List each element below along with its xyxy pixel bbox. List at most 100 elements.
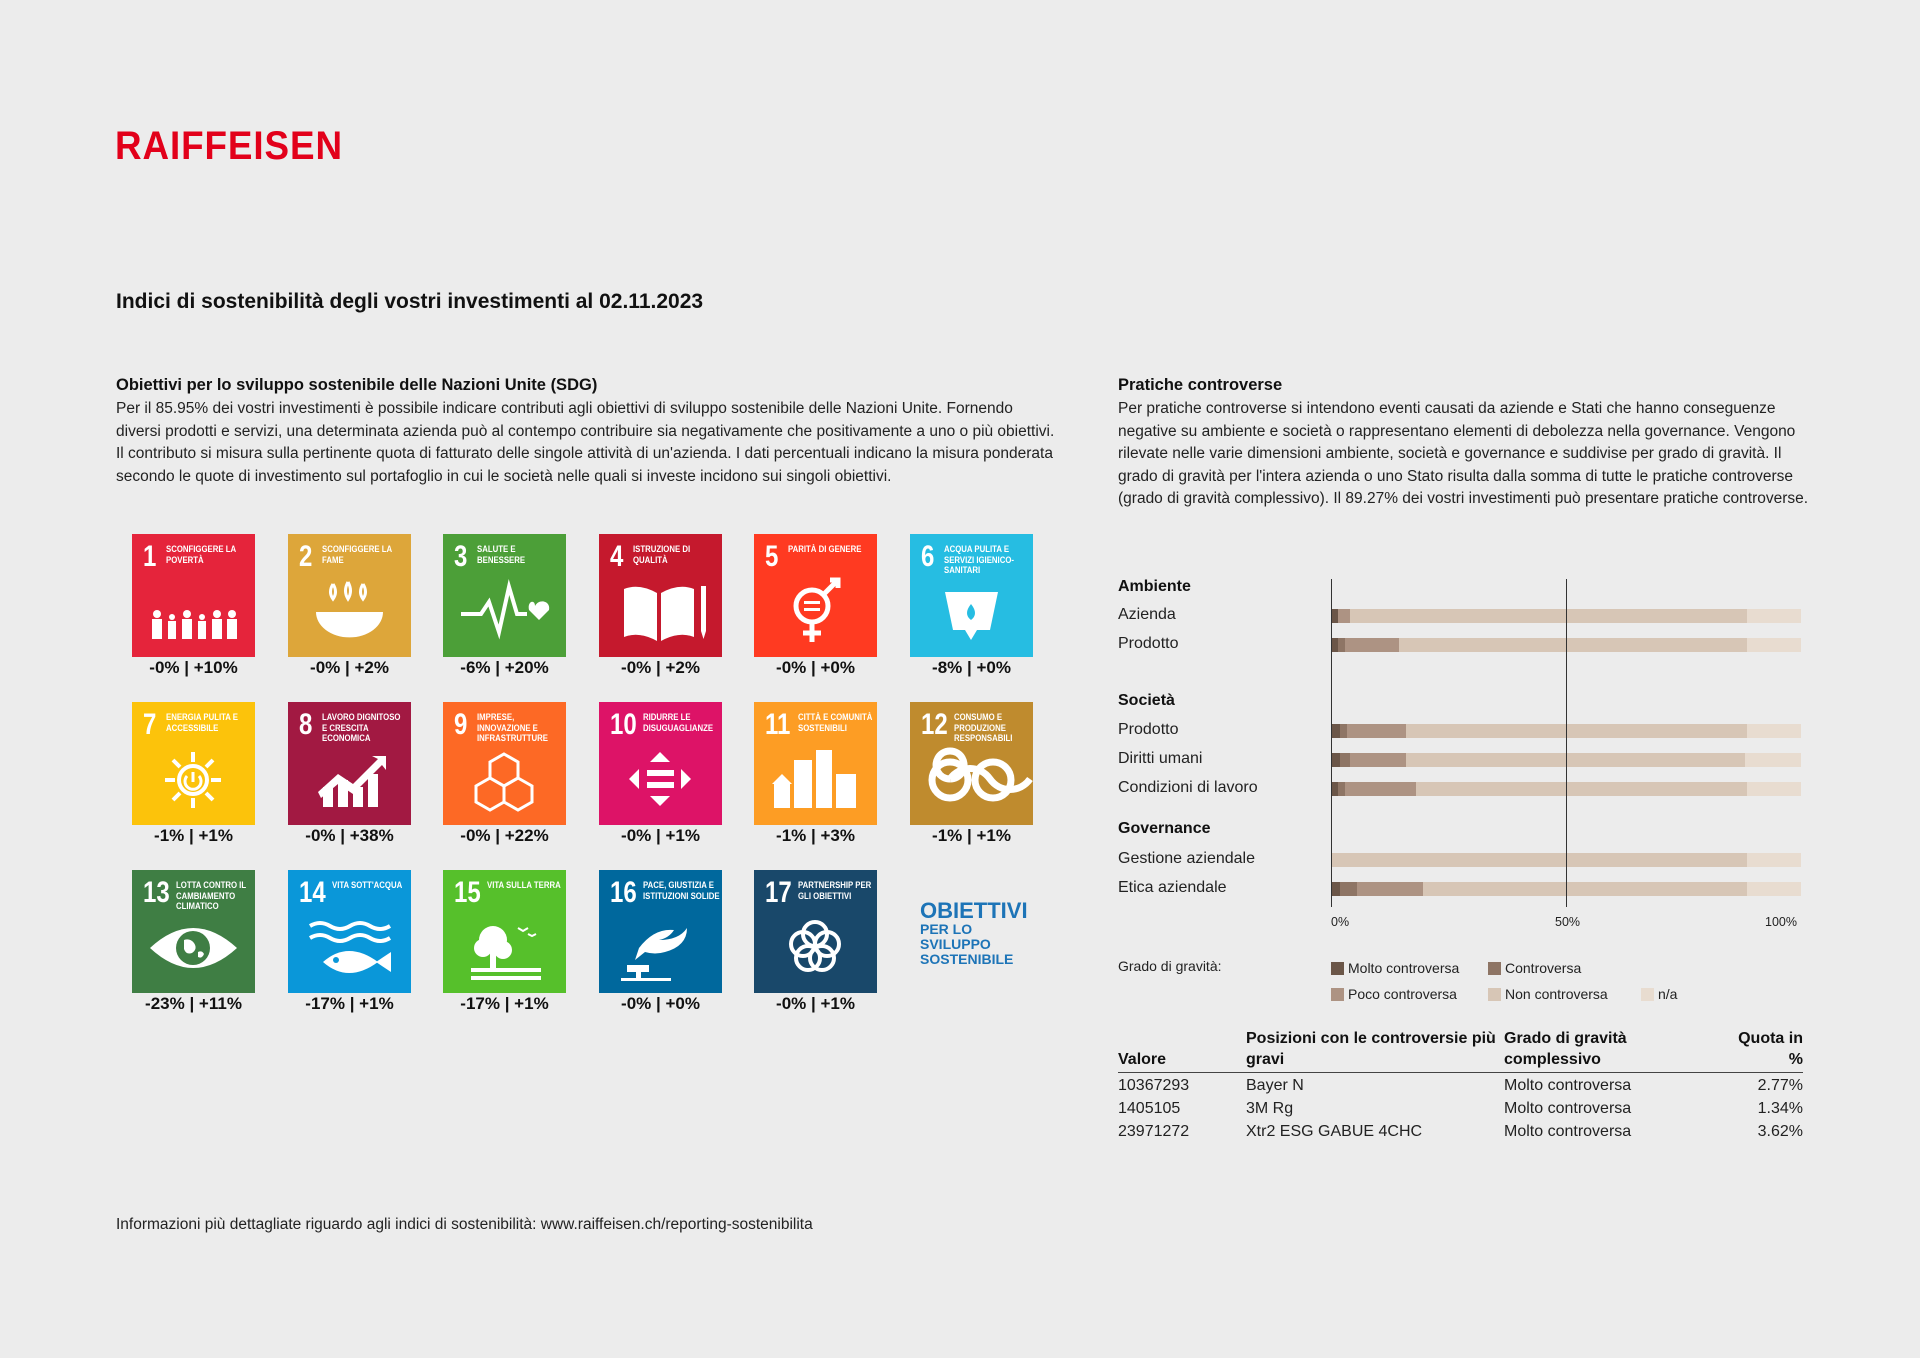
cell-quota: 1.34% [1757,1100,1803,1117]
dove-icon [621,928,687,981]
sdg-number: 15 [454,876,481,909]
chart-bar-segment [1340,724,1348,738]
rings-icon [789,920,841,972]
chart-bar-segment [1399,638,1747,652]
chart-bar [1331,609,1801,623]
sdg-tile-17: 17 Partnership per gli obiettivi [754,870,877,993]
sdg-logo-line1: OBIETTIVI [920,898,1028,923]
chart-legend-title: Grado di gravità: [1118,958,1222,974]
sdg-tile-15: 15 Vita sulla terra [443,870,566,993]
sdg-value-7: -1% | +1% [154,826,233,845]
chart-bar-segment [1338,609,1350,623]
sdg-label: Salute e benessere [477,544,526,566]
chart-row-label: Prodotto [1118,721,1179,738]
sdg-number: 12 [921,708,948,741]
sdg-label: Parità di genere [788,544,862,555]
chart-bar-segment [1331,753,1341,767]
sdg-number: 9 [454,708,468,741]
sdg-label: Imprese, innovazione e infrastrutture [477,712,548,744]
header-posizioni: Posizioni con le controversie più gravi [1246,1028,1504,1073]
chart-bar [1331,782,1801,796]
sdg-label: Città e comunità sostenibili [798,712,873,734]
controversies-section-title: Pratiche controverse [1118,376,1283,394]
cell-valore: 23971272 [1118,1123,1190,1140]
chart-category-title: Governance [1118,820,1211,837]
sdg-value-15: -17% | +1% [460,994,549,1013]
controversies-section-text: Per pratiche controverse si intendono ev… [1118,400,1809,507]
chart-bar-segment [1347,724,1407,738]
growth-icon [318,756,386,807]
sdg-number: 4 [610,540,624,573]
sdg-section-text: Per il 85.95% dei vostri investimenti è … [116,400,1055,485]
infinity-icon [928,747,1033,802]
sdg-value-1: -0% | +10% [149,658,238,677]
sdg-tile-4: 4 Istruzione di qualità [599,534,722,657]
chart-row-label: Diritti umani [1118,750,1203,767]
sdg-number: 7 [143,708,157,741]
sdg-tile-10: 10 Ridurre le disuguaglianze [599,702,722,825]
header-grado: Grado di gravità complessivo [1504,1028,1722,1073]
sdg-logo-line2: PER LO SVILUPPO SOSTENIBILE [920,921,1014,967]
sdg-value-2: -0% | +2% [310,658,389,677]
sdg-label: Vita sulla terra [487,880,561,891]
sdg-section-title: Obiettivi per lo sviluppo sostenibile de… [116,376,598,394]
chart-bar-segment [1406,724,1747,738]
chart-bar-segment [1349,753,1407,767]
chart-bar [1331,853,1801,867]
sdg-label: Consumo e produzione responsabili [954,712,1013,744]
cell-valore: 1405105 [1118,1100,1181,1117]
chart-legend-item: Poco controversa [1331,986,1457,1002]
sdg-value-9: -0% | +22% [460,826,549,845]
sdg-value-5: -0% | +0% [776,658,855,677]
sdg-label: Vita sott'acqua [332,880,403,891]
chart-legend-item: n/a [1641,986,1677,1002]
cell-posizione: Xtr2 ESG GABUE 4CHC [1246,1123,1423,1140]
footer-note: Informazioni più dettagliate riguardo ag… [116,1216,813,1233]
chart-bar-segment [1415,782,1747,796]
chart-bar-segment [1746,782,1801,796]
chart-bar-segment [1331,638,1339,652]
chart-row-label: Condizioni di lavoro [1118,779,1258,796]
cell-grado: Molto controversa [1504,1077,1632,1094]
chart-axis-line [1331,579,1332,907]
chart-row-label: Gestione aziendale [1118,850,1255,867]
sdg-logo: OBIETTIVI PER LO SVILUPPO SOSTENIBILE [920,900,1042,967]
sdg-value-17: -0% | +1% [776,994,855,1013]
legend-swatch [1641,987,1654,1001]
chart-bar-segment [1356,882,1423,896]
chart-row-label: Etica aziendale [1118,879,1227,896]
sdg-tile-5: 5 Parità di genere [754,534,877,657]
cubes-icon [474,752,534,812]
chart-bar-segment [1744,753,1801,767]
tree-icon [471,926,541,980]
gender-icon [793,577,841,642]
chart-bar [1331,753,1801,767]
sdg-value-3: -6% | +20% [460,658,549,677]
sdg-label: Lotta contro il cambiamento climatico [176,880,246,912]
sdg-tile-13: 13 Lotta contro il cambiamento climatico [132,870,255,993]
sdg-tile-8: 8 Lavoro dignitoso e crescita economica [288,702,411,825]
chart-bar-segment [1345,638,1400,652]
legend-label: n/a [1658,986,1678,1002]
chart-bar-segment [1331,724,1341,738]
chart-bar-segment [1349,609,1747,623]
chart-legend-item: Non controversa [1488,986,1608,1002]
sdg-tile-7: 7 Energia pulita e accessibile [132,702,255,825]
sdg-tile-12: 12 Consumo e produzione responsabili [910,702,1033,825]
chart-tick-label: 50% [1555,915,1581,929]
chart-bar-segment [1746,638,1801,652]
chart-bar [1331,638,1801,652]
holdings-table: Valore Posizioni con le controversie più… [1118,1028,1803,1142]
sdg-number: 11 [765,708,791,741]
sdg-tile-6: 6 Acqua pulita e servizi igienico-sanitar… [910,534,1033,657]
cell-quota: 3.62% [1757,1123,1803,1140]
water-icon [945,592,998,640]
sdg-number: 17 [765,876,792,909]
chart-bar [1331,882,1801,896]
legend-label: Non controversa [1505,986,1608,1002]
sdg-label: Sconfiggere la povertà [166,544,236,566]
header-quota: Quota in % [1721,1028,1803,1073]
sdg-label: Pace, giustizia e istituzioni solide [643,880,720,902]
sdg-tile-1: 1 Sconfiggere la povertà [132,534,255,657]
chart-bar-segment [1340,882,1357,896]
